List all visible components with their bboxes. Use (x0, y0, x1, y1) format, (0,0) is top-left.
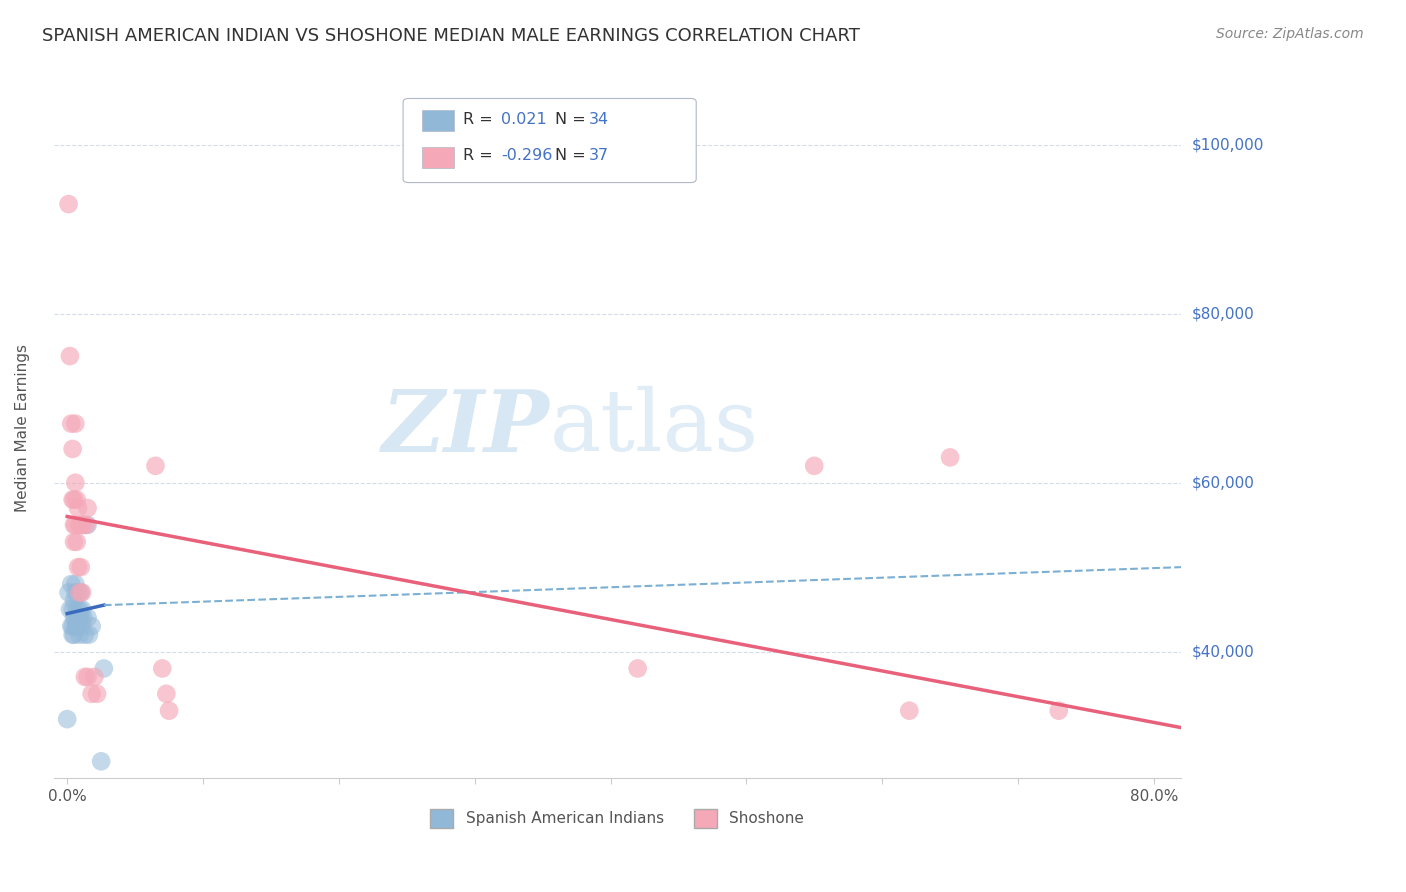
Point (70, 602, 93, 616)
Point (93, 661, 115, 675)
Point (65, 611, 87, 625)
Point (65, 577, 87, 591)
Point (803, 458, 825, 473)
Point (67, 602, 90, 616)
Point (58, 585, 80, 599)
Point (63, 534, 86, 549)
Point (62, 492, 84, 507)
Point (76, 517, 98, 532)
Point (77, 628, 100, 642)
Point (66, 602, 89, 616)
Point (150, 661, 173, 675)
Point (60, 417, 83, 431)
Point (76, 670, 98, 684)
Point (66, 534, 89, 549)
Point (67, 585, 90, 599)
Point (73, 670, 96, 684)
Point (80, 619, 103, 633)
Point (63, 492, 86, 507)
Point (76, 501, 98, 516)
Point (73, 628, 96, 642)
Text: atlas: atlas (550, 386, 759, 469)
Point (60, 619, 83, 633)
Text: -0.296: -0.296 (501, 148, 553, 163)
Point (69, 560, 91, 574)
Point (67, 611, 90, 625)
Point (65, 417, 87, 431)
Point (72, 611, 94, 625)
Point (69, 585, 91, 599)
Point (70, 619, 93, 633)
Point (67, 501, 90, 516)
Point (898, 704, 921, 718)
Text: R =: R = (463, 148, 498, 163)
Text: $100,000: $100,000 (1192, 137, 1264, 153)
Point (86, 687, 108, 701)
Point (69, 517, 91, 532)
Text: N =: N = (555, 112, 591, 127)
FancyBboxPatch shape (422, 111, 454, 131)
Point (1047, 704, 1070, 718)
Point (62, 619, 84, 633)
Point (70, 585, 93, 599)
Point (75, 517, 97, 532)
Point (65, 517, 87, 532)
Point (67, 585, 90, 599)
Text: N =: N = (555, 148, 591, 163)
Point (66, 492, 89, 507)
Text: $80,000: $80,000 (1192, 306, 1254, 321)
Legend: Spanish American Indians, Shoshone: Spanish American Indians, Shoshone (425, 803, 810, 834)
Point (157, 704, 180, 718)
Point (63, 628, 86, 642)
Point (67, 611, 90, 625)
Text: R =: R = (463, 112, 498, 127)
Point (939, 450, 962, 465)
Point (76, 611, 98, 625)
Point (60, 577, 83, 591)
Text: SPANISH AMERICAN INDIAN VS SHOSHONE MEDIAN MALE EARNINGS CORRELATION CHART: SPANISH AMERICAN INDIAN VS SHOSHONE MEDI… (42, 27, 860, 45)
Point (66, 619, 89, 633)
Point (58, 197, 80, 211)
Point (56, 712, 79, 726)
Point (67, 628, 90, 642)
FancyBboxPatch shape (404, 98, 696, 183)
Point (65, 475, 87, 490)
Point (627, 661, 650, 675)
Point (59, 349, 82, 363)
Point (65, 619, 87, 633)
Text: $60,000: $60,000 (1192, 475, 1256, 491)
Point (155, 687, 177, 701)
Point (62, 602, 84, 616)
Point (80, 687, 103, 701)
Point (67, 517, 90, 532)
Text: 0.021: 0.021 (501, 112, 547, 127)
Point (83, 670, 105, 684)
Point (69, 611, 91, 625)
Point (62, 442, 84, 456)
Text: Source: ZipAtlas.com: Source: ZipAtlas.com (1216, 27, 1364, 41)
Text: $40,000: $40,000 (1192, 644, 1254, 659)
Point (63, 611, 86, 625)
Text: ZIP: ZIP (382, 386, 550, 469)
Point (65, 585, 87, 599)
Point (90, 755, 112, 769)
Point (67, 560, 90, 574)
Point (59, 602, 82, 616)
Point (145, 458, 167, 473)
Y-axis label: Median Male Earnings: Median Male Earnings (15, 343, 30, 512)
FancyBboxPatch shape (422, 147, 454, 168)
Point (63, 594, 86, 608)
Point (72, 517, 94, 532)
Point (62, 628, 84, 642)
Text: 37: 37 (589, 148, 609, 163)
Text: 34: 34 (589, 112, 609, 127)
Point (63, 517, 86, 532)
